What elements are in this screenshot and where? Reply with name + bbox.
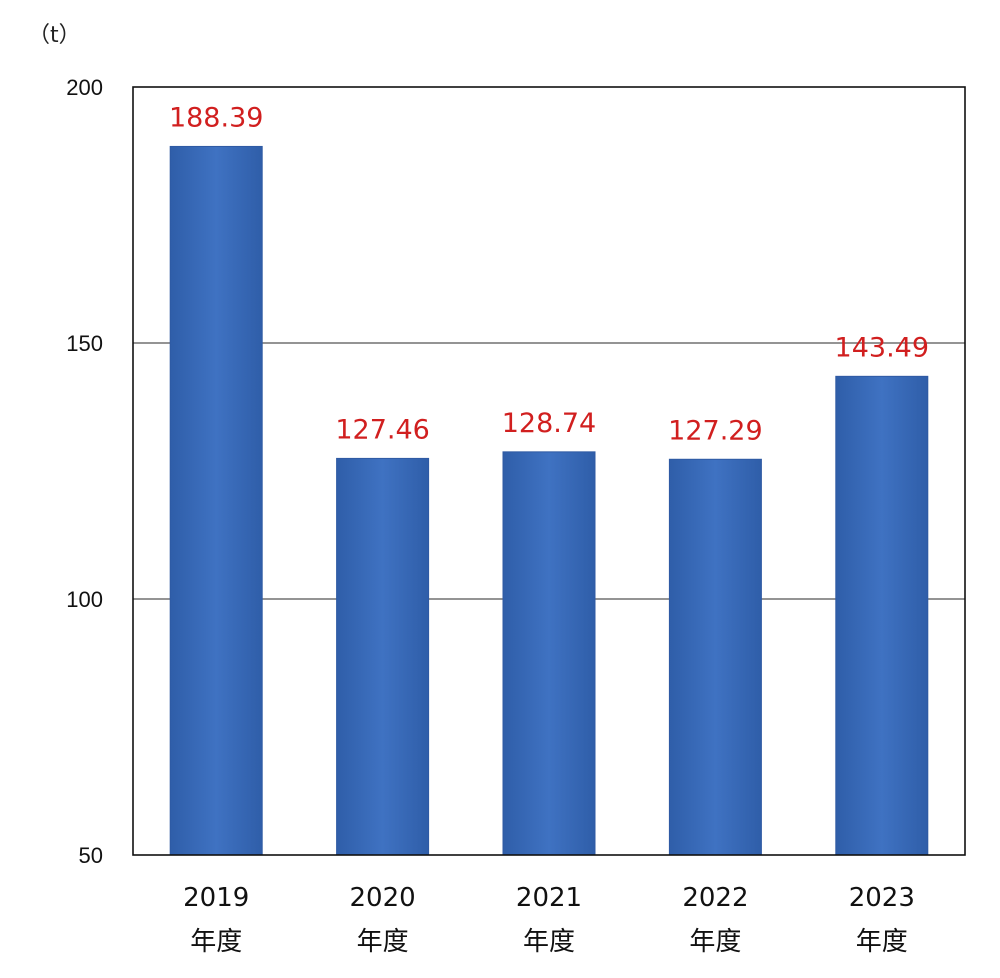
bar-2019 [169, 145, 263, 856]
x-category-label: 2021 [516, 883, 582, 913]
y-tick-label: 50 [79, 843, 103, 868]
x-category-label: 年度 [523, 927, 575, 957]
x-category-label: 年度 [357, 927, 409, 957]
data-label-2021: 128.74 [502, 408, 596, 439]
data-labels: 188.39 127.46 128.74 127.29 143.49 [169, 102, 929, 446]
x-category-label: 年度 [856, 927, 908, 957]
data-label-2019: 188.39 [169, 102, 263, 133]
y-axis-ticks: 50 100 150 200 [66, 75, 103, 868]
plot-area-frame [132, 86, 966, 856]
x-category-label: 年度 [689, 927, 741, 957]
bar-2021 [502, 451, 596, 856]
y-tick-label: 200 [66, 75, 103, 100]
bars [169, 145, 929, 856]
y-tick-label: 100 [66, 587, 103, 612]
data-label-2020: 127.46 [335, 414, 429, 445]
x-category-label: 年度 [190, 927, 242, 957]
bar-2022 [668, 458, 762, 856]
data-label-2022: 127.29 [668, 415, 762, 446]
x-category-label: 2019 [183, 883, 249, 913]
x-category-label: 2020 [350, 883, 416, 913]
bar-2020 [336, 457, 430, 856]
bar-2023 [835, 375, 929, 856]
y-tick-label: 150 [66, 331, 103, 356]
data-label-2023: 143.49 [835, 332, 929, 363]
x-category-label: 2023 [849, 883, 915, 913]
x-axis-labels: 2019 年度 2020 年度 2021 年度 2022 年度 2023 年度 [183, 883, 915, 957]
y-unit-label: （t） [28, 23, 81, 48]
x-category-label: 2022 [682, 883, 748, 913]
